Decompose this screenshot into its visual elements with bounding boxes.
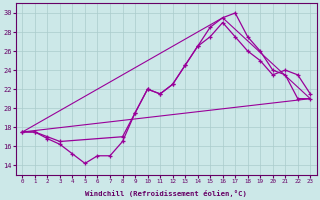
X-axis label: Windchill (Refroidissement éolien,°C): Windchill (Refroidissement éolien,°C) (85, 190, 247, 197)
